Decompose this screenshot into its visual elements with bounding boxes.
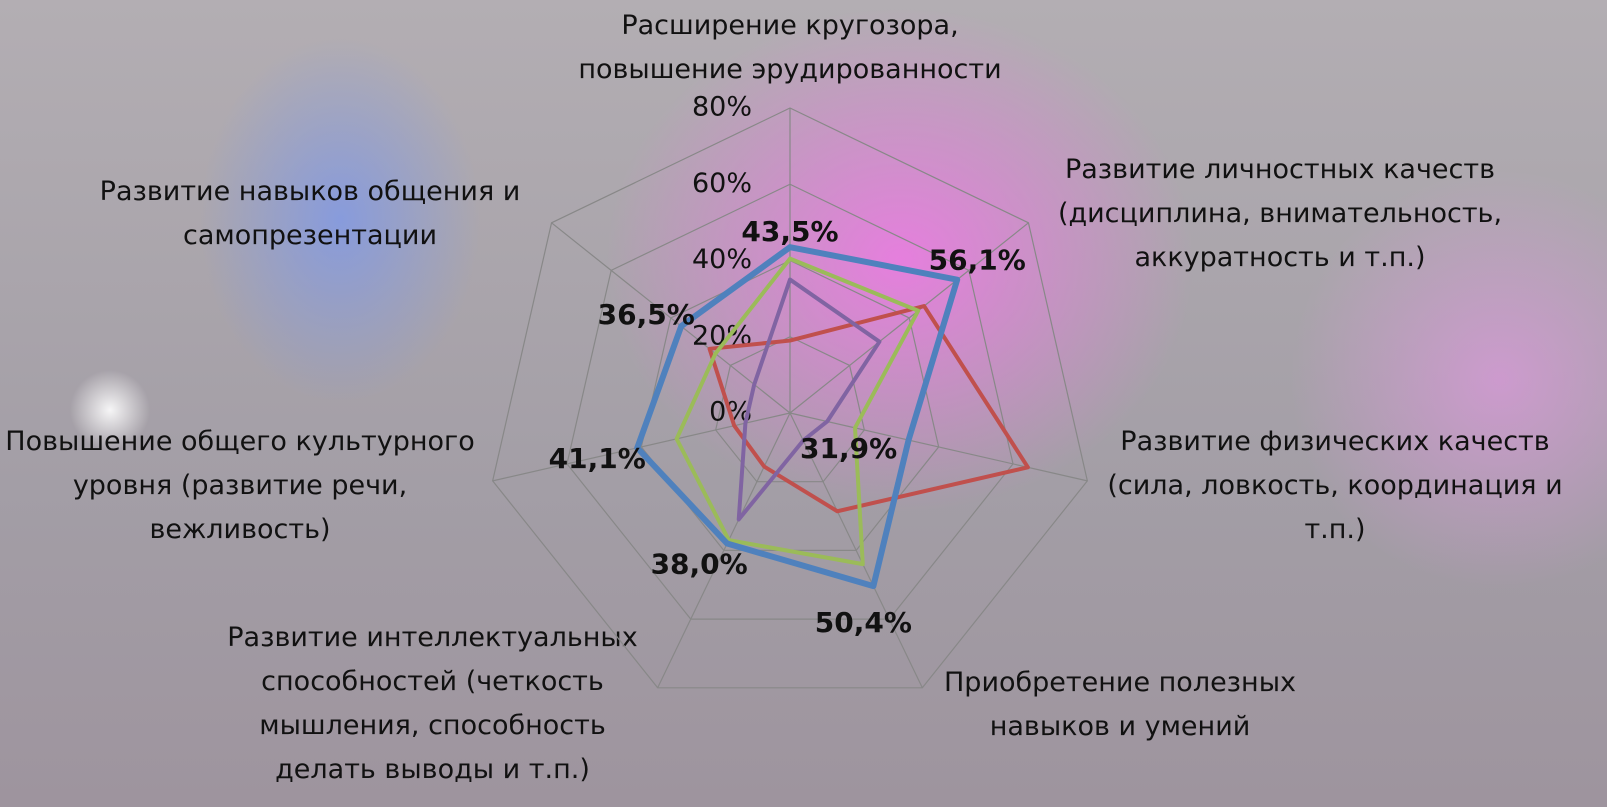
data-label: 31,9%: [800, 432, 897, 465]
series-line: [634, 244, 961, 590]
data-label: 41,1%: [549, 442, 646, 475]
series-line: [736, 277, 882, 522]
axis-spoke: [789, 222, 1029, 414]
y-tick-label: 40%: [692, 244, 752, 275]
axis-spoke: [492, 412, 791, 482]
data-label: 38,0%: [651, 548, 748, 581]
grid-ring: [566, 183, 1014, 620]
series-line: [674, 256, 921, 567]
category-label: Развитие навыков общения и самопрезентац…: [99, 176, 521, 251]
data-label: 50,4%: [815, 606, 912, 639]
axis-spoke: [789, 412, 1088, 482]
grid-ring: [491, 107, 1089, 689]
category-label: Приобретение полезных навыков и умений: [944, 667, 1296, 742]
data-label: 43,5%: [741, 215, 838, 248]
y-tick-label: 80%: [692, 92, 752, 123]
y-tick-label: 60%: [692, 168, 752, 199]
axis-spoke: [657, 412, 791, 689]
category-label: Развитие личностных качеств (дисциплина,…: [1057, 154, 1503, 273]
axis-spoke: [551, 222, 791, 414]
category-label: Развитие физических качеств (сила, ловко…: [1107, 426, 1563, 545]
axis-spoke: [789, 412, 923, 689]
category-label: Расширение кругозора, повышение эрудиров…: [578, 10, 1002, 85]
category-label: Развитие интеллектуальных способностей (…: [227, 622, 638, 785]
category-label: Повышение общего культурного уровня (раз…: [5, 426, 475, 545]
data-label: 56,1%: [929, 244, 1026, 277]
data-label: 36,5%: [598, 298, 695, 331]
